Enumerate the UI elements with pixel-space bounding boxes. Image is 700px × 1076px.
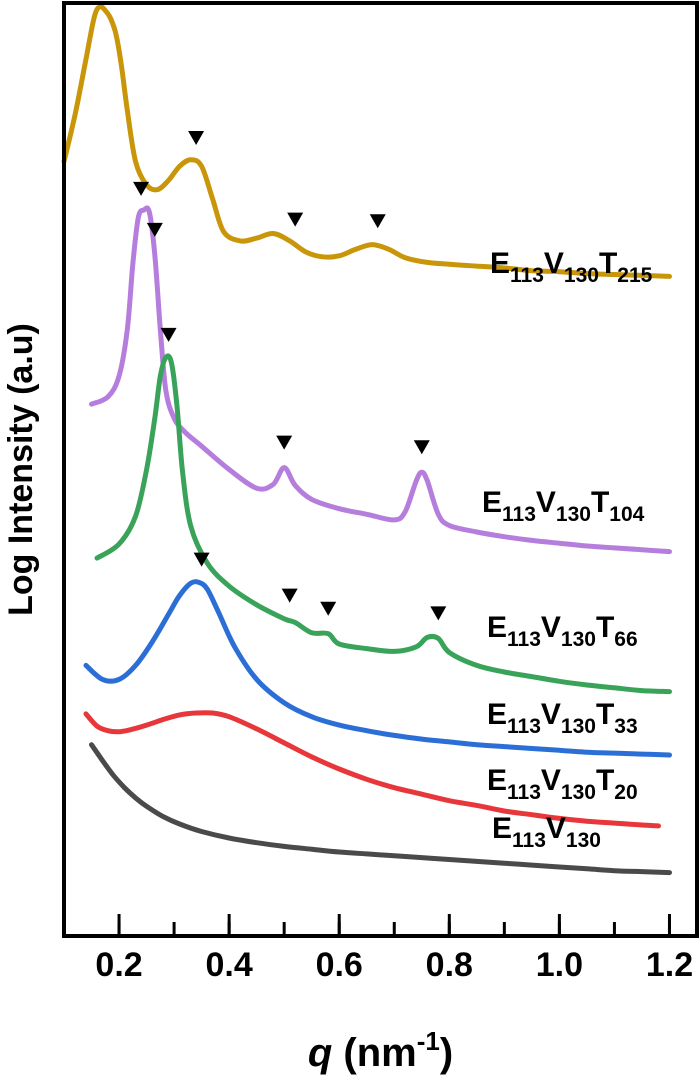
series-label-E113V130T104: E113V130T104: [482, 486, 645, 526]
series-line-E113V130T215: [61, 3, 672, 279]
x-axis-ticks: 0.2 0.4 0.6 0.8 1.0 1.2: [62, 914, 693, 984]
peak-marker-icon: [413, 440, 430, 455]
series-line-E113V130T20: [83, 710, 661, 829]
series-layer: [61, 3, 672, 876]
peak-marker-icon: [133, 181, 150, 196]
series-label-E113V130T215: E113V130T215: [490, 247, 653, 287]
peak-marker-icon: [193, 552, 210, 567]
series-line-E113V130T66: [94, 353, 672, 695]
peak-marker-icon: [146, 222, 163, 237]
x-axis-label: q (nm-1): [308, 1026, 453, 1075]
x-tick-label: 1.0: [536, 946, 583, 984]
x-tick-label: 0.2: [95, 946, 142, 984]
x-tick-label: 1.2: [646, 946, 693, 984]
peak-marker-icon: [430, 606, 447, 621]
series-label-E113V130: E113V130: [492, 812, 601, 852]
series-label-E113V130T33: E113V130T33: [487, 698, 638, 738]
plot-frame: [62, 1, 699, 938]
series-labels: E113V130T215 E113V130T104 E113V130T66 E113V…: [482, 247, 653, 852]
peak-marker-icon: [320, 601, 337, 616]
series-line-E113V130: [89, 742, 672, 876]
x-tick-label: 0.8: [426, 946, 473, 984]
peak-marker-icon: [276, 435, 293, 450]
series-label-E113V130T20: E113V130T20: [487, 764, 638, 804]
series-line-E113V130T104: [89, 205, 672, 555]
peak-marker-icon: [287, 212, 304, 227]
peak-marker-icon: [188, 131, 205, 146]
x-tick-label: 0.4: [205, 946, 252, 984]
peak-marker-icon: [281, 588, 298, 603]
peak-marker-layer: [133, 131, 447, 621]
peak-marker-icon: [369, 214, 386, 229]
series-line-E113V130T33: [83, 579, 672, 758]
series-label-E113V130T66: E113V130T66: [487, 611, 638, 651]
x-tick-label: 0.6: [316, 946, 363, 984]
peak-marker-icon: [160, 327, 177, 342]
y-axis-label: Log Intensity (a.u): [2, 323, 40, 616]
